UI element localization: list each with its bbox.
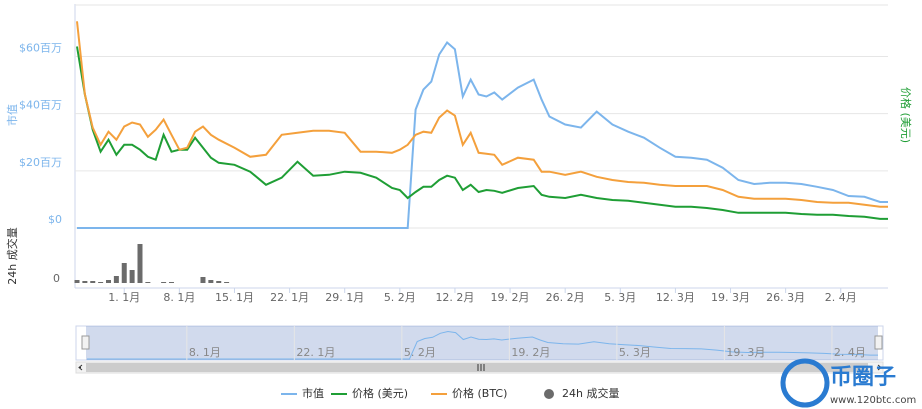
volume-bar — [74, 280, 80, 283]
scrollbar-thumb[interactable] — [86, 363, 868, 372]
y-tick-label: $60百万 — [19, 41, 62, 54]
navigator-handle[interactable] — [81, 335, 90, 350]
watermark: 币圈子 www.120btc.com — [780, 358, 916, 408]
volume-bar — [82, 281, 88, 283]
y-tick-label: $40百万 — [19, 99, 62, 112]
scroll-arrow[interactable] — [78, 364, 83, 371]
x-tick-label: 12. 3月 — [656, 291, 695, 304]
watermark-url: www.120btc.com — [830, 395, 916, 406]
volume-bar — [168, 282, 174, 283]
volume-bar — [145, 282, 151, 283]
navigator-tick-label: 5. 2月 — [404, 346, 436, 359]
legend-label[interactable]: 价格 (BTC) — [452, 386, 507, 400]
navigator[interactable] — [75, 325, 884, 361]
y-tick-label: $0 — [48, 213, 62, 226]
volume-bar — [224, 282, 230, 283]
volume-bar — [129, 270, 135, 283]
volume-bar — [161, 282, 167, 283]
x-tick-label: 19. 2月 — [491, 291, 530, 304]
navigator-tick-label: 2. 4月 — [834, 346, 866, 359]
x-tick-label: 26. 3月 — [766, 291, 805, 304]
volume-bar — [121, 263, 127, 283]
x-tick-label: 8. 1月 — [163, 291, 195, 304]
navigator-tick-label: 22. 1月 — [296, 346, 335, 359]
navigator-handle[interactable] — [874, 335, 883, 350]
volume-bar — [208, 280, 214, 283]
volume-bar — [98, 282, 104, 283]
volume-bar — [216, 281, 222, 283]
volume-bar — [105, 280, 111, 283]
navigator-tick-label: 8. 1月 — [189, 346, 221, 359]
x-tick-label: 5. 3月 — [604, 291, 636, 304]
scrollbar-grip — [477, 364, 485, 371]
volume-bar — [200, 277, 206, 283]
y-tick-label: $20百万 — [19, 156, 62, 169]
x-tick-label: 22. 1月 — [270, 291, 309, 304]
y2-axis-title: 价格 (美元) — [899, 87, 913, 143]
logo — [780, 358, 830, 408]
legend-label[interactable]: 24h 成交量 — [562, 386, 619, 400]
x-tick-label: 12. 2月 — [435, 291, 474, 304]
scroll-arrow[interactable] — [877, 364, 882, 371]
navigator-tick-label: 19. 2月 — [511, 346, 550, 359]
volume-bar — [90, 281, 96, 283]
volume-bar — [137, 244, 143, 283]
x-tick-label: 15. 1月 — [215, 291, 254, 304]
x-tick-label: 29. 1月 — [325, 291, 364, 304]
navigator-line — [87, 330, 878, 360]
volume-bar — [113, 276, 119, 283]
navigator-tick-label: 19. 3月 — [726, 346, 765, 359]
legend-symbol[interactable] — [544, 389, 554, 399]
x-tick-label: 2. 4月 — [825, 291, 857, 304]
x-tick-label: 1. 1月 — [108, 291, 140, 304]
x-tick-label: 19. 3月 — [711, 291, 750, 304]
x-tick-label: 26. 2月 — [546, 291, 585, 304]
line-series — [76, 21, 888, 208]
x-tick-label: 5. 2月 — [384, 291, 416, 304]
legend-label[interactable]: 市值 — [302, 386, 324, 400]
navigator-mask — [86, 326, 878, 360]
watermark-brand: 币圈子 — [830, 365, 896, 390]
y-axis-title: 市值 — [5, 104, 19, 126]
legend-label[interactable]: 价格 (美元) — [352, 386, 408, 400]
line-series — [76, 46, 888, 220]
volume-axis-title: 24h 成交量 — [5, 227, 19, 284]
y-tick-label: 0 — [53, 272, 60, 285]
navigator-tick-label: 5. 3月 — [619, 346, 651, 359]
line-series — [77, 40, 888, 229]
